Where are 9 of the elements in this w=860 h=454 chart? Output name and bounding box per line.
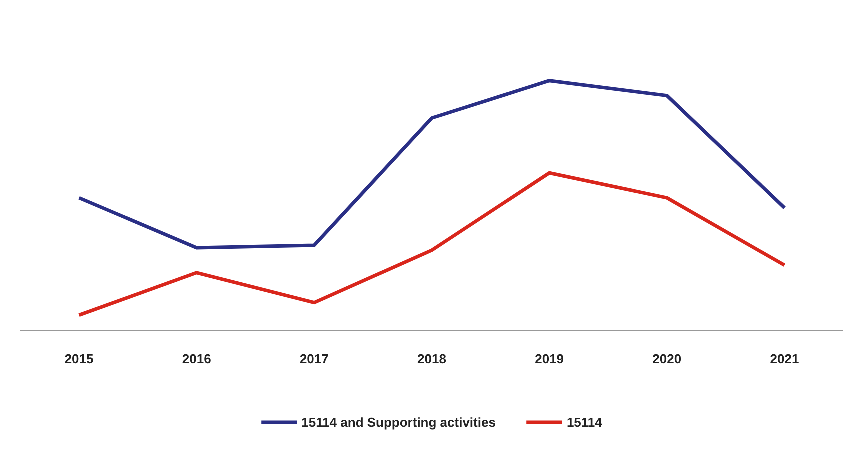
x-tick-label: 2018: [418, 351, 446, 366]
legend-label: 15114: [566, 414, 602, 430]
x-tick-label: 2021: [770, 351, 800, 366]
x-tick-label: 2020: [652, 351, 682, 366]
x-tick-label: 2015: [64, 351, 94, 366]
x-tick-label: 2019: [535, 351, 564, 366]
legend-label: 15114 and Supporting activities: [302, 414, 496, 430]
x-tick-label: 2017: [300, 351, 329, 366]
x-tick-label: 2016: [182, 351, 212, 366]
